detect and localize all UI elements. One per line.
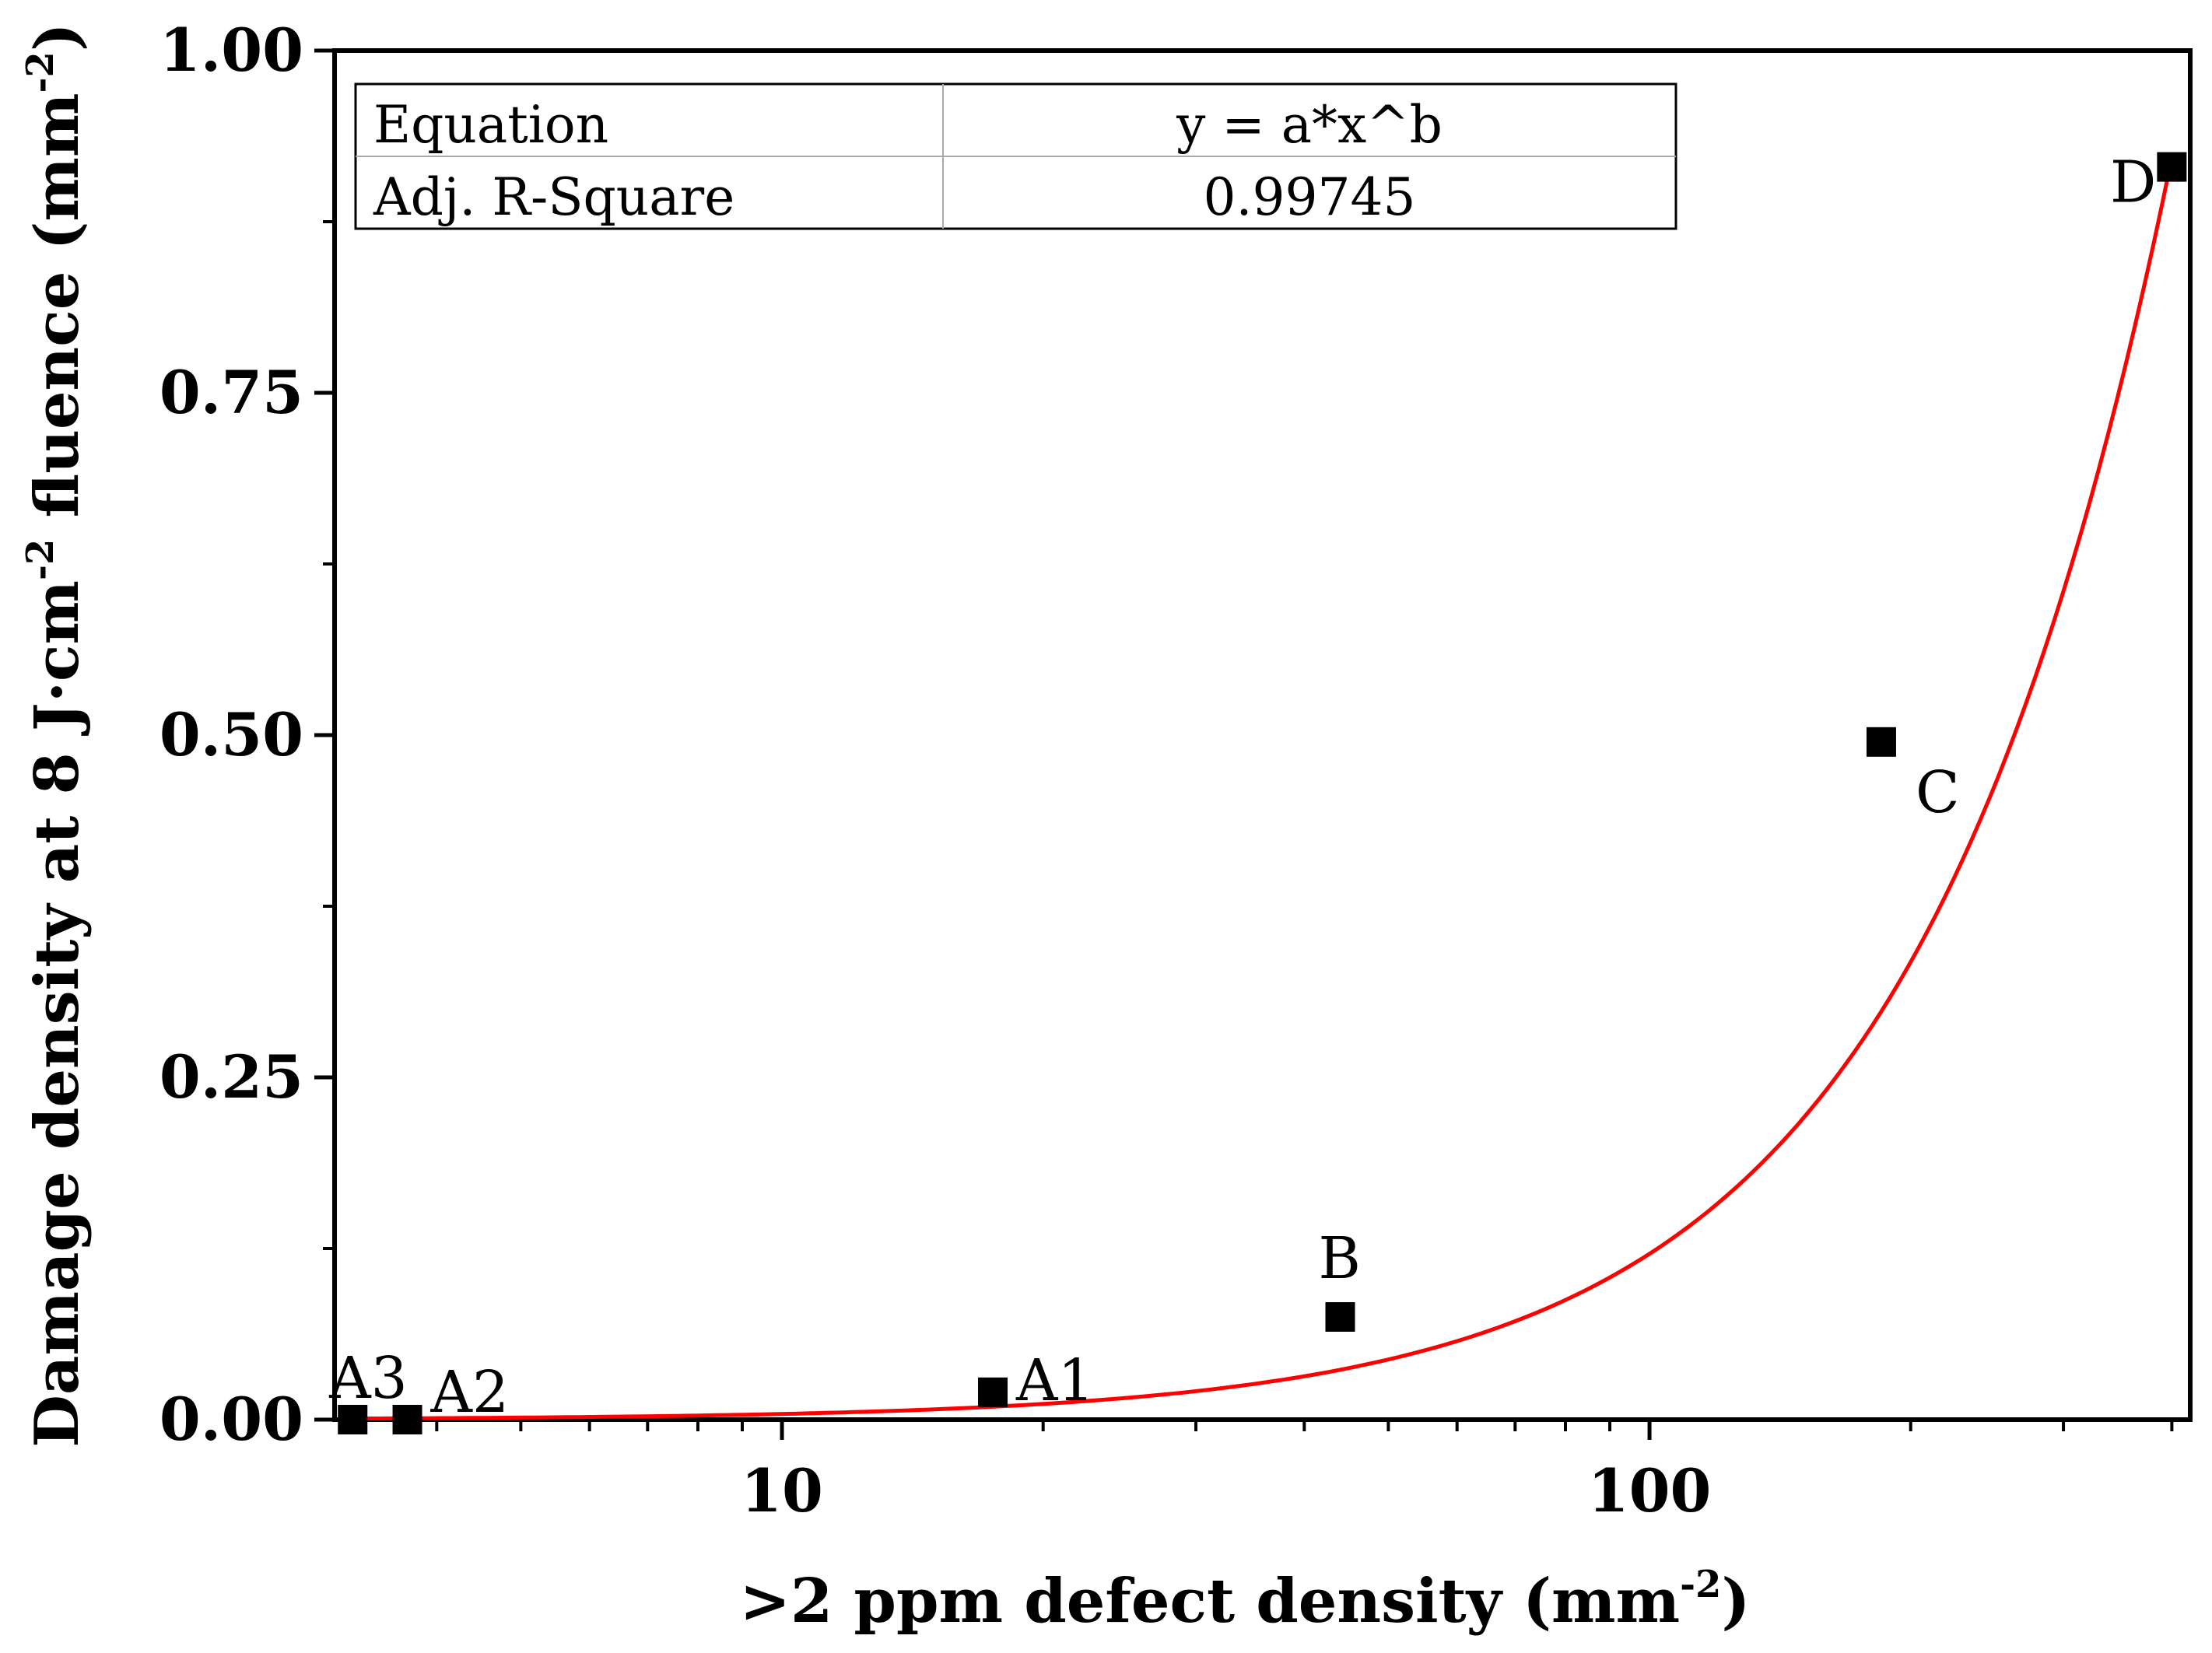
y-tick-label: 0.25 [160,1042,303,1112]
x-tick-label: 100 [1588,1456,1712,1525]
data-point [978,1377,1008,1407]
y-tick-label: 0.00 [160,1385,303,1454]
data-points: A3 A2 A1 B C D [328,149,2187,1434]
legend-r2-value: 0.99745 [1204,167,1416,227]
x-axis-title: >2 ppm defect density (mm-2) [740,1563,1751,1637]
y-axis-title: Damage density at 8 J·cm-2 fluence (mm-2… [19,23,93,1447]
data-point [338,1405,368,1434]
data-point [2157,152,2187,182]
point-label: B [1318,1225,1360,1292]
x-tick-label: 10 [741,1456,823,1525]
legend-table: Equation y = a*x^b Adj. R-Square 0.99745 [354,82,1677,230]
point-label: D [2110,149,2156,216]
y-tick-label: 0.50 [160,700,303,769]
legend-r2-key: Adj. R-Square [373,167,734,227]
point-label: A2 [430,1359,510,1426]
legend-equation-key: Equation [373,95,608,155]
data-point [1866,727,1896,757]
x-axis-ticks: 10 100 [435,1420,2174,1525]
y-tick-label: 1.00 [160,16,303,85]
legend-equation-value: y = a*x^b [1176,95,1443,155]
point-label: C [1916,759,1960,826]
y-tick-label: 0.75 [160,358,303,427]
fit-curve [352,156,2174,1421]
y-axis-ticks: 0.00 0.25 0.50 0.75 1.00 [160,16,335,1454]
point-label: A1 [1015,1347,1095,1414]
point-label: A3 [328,1345,408,1412]
data-point [1325,1302,1355,1332]
data-point [392,1405,422,1434]
